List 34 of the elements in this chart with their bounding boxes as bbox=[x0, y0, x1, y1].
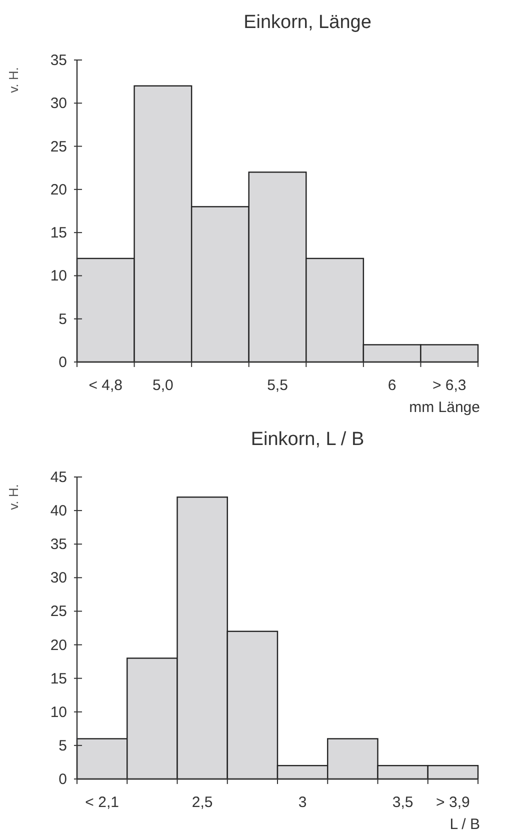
y-tick-label: 15 bbox=[50, 670, 67, 688]
y-tick-label: 30 bbox=[50, 95, 67, 112]
y-tick-label: 35 bbox=[50, 52, 67, 69]
chart-title: Einkorn, L / B bbox=[250, 429, 364, 450]
y-tick-label: 0 bbox=[58, 771, 67, 788]
y-tick-label: 5 bbox=[58, 310, 67, 328]
x-tick-label: < 4,8 bbox=[88, 377, 123, 394]
y-tick-label: 0 bbox=[58, 354, 67, 371]
x-tick-label: 3 bbox=[298, 794, 307, 811]
chart-title: Einkorn, Länge bbox=[244, 12, 372, 33]
x-tick-label: 2,5 bbox=[192, 794, 213, 811]
y-axis-title: v. H. bbox=[6, 484, 21, 510]
x-tick-label: 5,0 bbox=[152, 377, 174, 394]
y-tick-label: 20 bbox=[50, 181, 67, 198]
y-tick-label: 25 bbox=[50, 138, 67, 156]
y-tick-label: 25 bbox=[50, 603, 67, 620]
y-tick-label: 30 bbox=[50, 570, 67, 587]
y-tick-label: 40 bbox=[50, 502, 67, 520]
y-tick-label: 20 bbox=[50, 636, 67, 654]
y-tick-label: 15 bbox=[50, 224, 67, 242]
y-tick-label: 10 bbox=[50, 704, 67, 721]
x-tick-label: > 6,3 bbox=[432, 377, 466, 394]
y-tick-label: 10 bbox=[50, 268, 67, 285]
x-tick-label: 5,5 bbox=[267, 377, 288, 394]
x-axis-title: mm Länge bbox=[409, 399, 480, 416]
x-tick-label: < 2,1 bbox=[85, 794, 119, 811]
y-axis-title: v. H. bbox=[6, 67, 21, 93]
x-tick-label: > 3,9 bbox=[436, 794, 470, 811]
y-tick-label: 5 bbox=[58, 737, 67, 754]
x-axis-title: L / B bbox=[450, 816, 480, 833]
y-tick-label: 45 bbox=[50, 469, 67, 486]
y-tick-label: 35 bbox=[50, 536, 67, 554]
x-tick-label: 6 bbox=[388, 377, 396, 394]
x-tick-label: 3,5 bbox=[392, 794, 414, 811]
